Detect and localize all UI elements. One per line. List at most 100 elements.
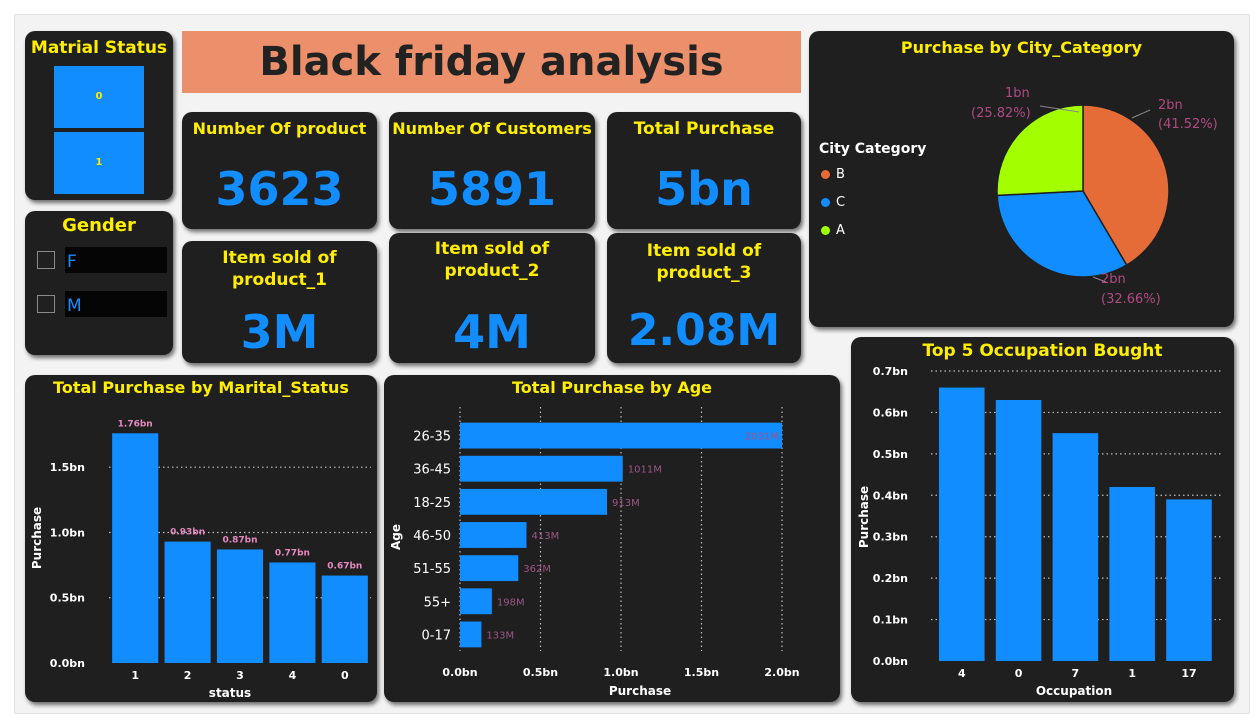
occupation-bar [1052, 433, 1099, 661]
kpi-item-sold-product-3: Item sold of product_3 2.08M [607, 233, 801, 363]
age-chart-title: Total Purchase by Age [511, 378, 713, 397]
gender-checkbox[interactable] [37, 251, 55, 269]
legend-label: A [836, 223, 845, 238]
pie-chart-card: Purchase by City_Category City Category … [809, 31, 1234, 327]
marital-xlabel: status [209, 686, 251, 700]
age-xlabel: Purchase [609, 684, 671, 698]
kpi-item-sold-product-2: Item sold of product_2 4M [389, 233, 595, 363]
kpi-value: 5bn [655, 162, 753, 216]
legend-item-c[interactable]: C [821, 195, 845, 210]
occupation-ylabel: Purchase [857, 486, 871, 548]
marital-ytick-label: 1.5bn [50, 461, 85, 474]
kpi-value: 3M [240, 305, 319, 359]
pie-legend-title: City Category [819, 141, 927, 157]
marital-data-label: 0.67bn [327, 562, 362, 572]
pie-slice-a [996, 104, 1084, 197]
pie-slice-c [996, 190, 1128, 278]
kpi-value: 2.08M [627, 305, 781, 356]
marital-option-label: 1 [95, 157, 103, 168]
marital-data-label: 0.87bn [222, 535, 257, 545]
marital-option-0[interactable]: 0 [54, 66, 144, 128]
marital-bar [112, 433, 159, 663]
occupation-bar [1166, 499, 1212, 661]
gender-option-f[interactable]: F [37, 247, 167, 273]
marital-xtick-label: 2 [184, 669, 192, 682]
pie-label-a-percent: (25.82%) [971, 106, 1031, 121]
occupation-xtick-label: 17 [1181, 667, 1196, 680]
kpi-label: Item sold of product_3 [646, 241, 762, 283]
age-data-label: 913M [612, 498, 640, 509]
occupation-chart-card: Top 5 Occupation Bought Purchase Occupat… [851, 337, 1234, 702]
gender-option-m[interactable]: M [37, 291, 167, 317]
age-ytick-label: 18-25 [413, 496, 451, 511]
age-bar [460, 555, 519, 582]
age-bar [460, 422, 782, 449]
legend-item-a[interactable]: A [821, 223, 845, 238]
marital-bar [269, 562, 316, 663]
age-xtick-label: 1.5bn [684, 666, 719, 679]
age-bar [460, 522, 527, 548]
occupation-ytick-label: 0.6bn [873, 406, 908, 419]
marital-xtick-label: 1 [131, 669, 139, 682]
occupation-ytick-label: 0.3bn [873, 531, 908, 544]
legend-item-b[interactable]: B [821, 167, 845, 182]
kpi-number-of-product: Number Of product 3623 [182, 112, 377, 229]
marital-bar [321, 575, 368, 663]
marital-data-label: 0.77bn [275, 548, 310, 558]
occupation-chart-title: Top 5 Occupation Bought [922, 341, 1163, 361]
age-data-label: 133M [486, 630, 514, 641]
legend-label: B [836, 167, 845, 182]
age-data-label: 413M [531, 531, 559, 542]
kpi-label: Number Of product [192, 119, 367, 138]
age-bar [460, 488, 607, 515]
kpi-label: Total Purchase [633, 119, 775, 139]
legend-label: C [836, 195, 846, 210]
age-bar [460, 455, 623, 482]
pie-slice-b [1082, 104, 1170, 267]
pie-chart-title: Purchase by City_Category [900, 38, 1143, 57]
marital-xtick-label: 3 [236, 669, 244, 682]
marital-option-label: 0 [95, 91, 103, 102]
occupation-ytick-label: 0.0bn [873, 655, 908, 668]
occupation-ytick-label: 0.7bn [873, 365, 908, 378]
marital-data-label: 1.76bn [118, 419, 153, 429]
kpi-value: 4M [453, 305, 531, 359]
occupation-bar [995, 400, 1042, 661]
report-title: Black friday analysis [182, 31, 801, 93]
occupation-bar-chart: Purchase Occupation 0.0bn 0.1bn 0.2bn 0.3bn… [857, 365, 1223, 698]
pie-label-a-value: 1bn [1005, 86, 1030, 101]
occupation-xtick-label: 7 [1072, 667, 1080, 680]
age-data-label: 2031M [745, 432, 779, 443]
occupation-xlabel: Occupation [1036, 684, 1112, 698]
gender-option-label: M [65, 291, 167, 317]
age-chart-card: Total Purchase by Age Age Purchase 0.0bn… [384, 375, 840, 702]
pie-label-c-value: 2bn [1101, 272, 1126, 287]
kpi-label: Number Of Customers [392, 119, 592, 138]
age-ytick-label: 55+ [424, 595, 451, 610]
marital-bar [164, 541, 211, 663]
marital-ytick-label: 1.0bn [50, 526, 85, 539]
marital-ytick-label: 0.5bn [50, 592, 85, 605]
marital-ylabel: Purchase [30, 507, 44, 569]
age-bar-chart: Age Purchase 0.0bn 0.5bn 1.0bn 1.5bn 2.0bn 26… [389, 407, 800, 698]
marital-option-1[interactable]: 1 [54, 132, 144, 194]
age-bar [460, 621, 482, 648]
age-ytick-label: 26-35 [413, 430, 451, 445]
occupation-xtick-label: 0 [1015, 667, 1023, 680]
marital-xtick-label: 4 [289, 669, 297, 682]
pie-label-b-percent: (41.52%) [1158, 117, 1218, 132]
marital-chart-card: Total Purchase by Marital_Status Purchas… [25, 375, 377, 702]
age-ylabel: Age [389, 524, 403, 550]
marital-xtick-label: 0 [341, 669, 349, 682]
occupation-xtick-label: 1 [1128, 667, 1136, 680]
age-data-label: 362M [523, 564, 551, 575]
occupation-xtick-label: 4 [958, 667, 966, 680]
marital-data-label: 0.93bn [170, 528, 205, 538]
age-ytick-label: 36-45 [413, 463, 451, 478]
marital-slicer-title: Matrial Status [30, 38, 168, 58]
kpi-label: Item sold of product_2 [434, 239, 550, 281]
age-ytick-label: 51-55 [413, 562, 451, 577]
occupation-ytick-label: 0.1bn [873, 614, 908, 627]
gender-checkbox[interactable] [37, 295, 55, 313]
marital-status-slicer: Matrial Status 0 1 [25, 31, 173, 200]
